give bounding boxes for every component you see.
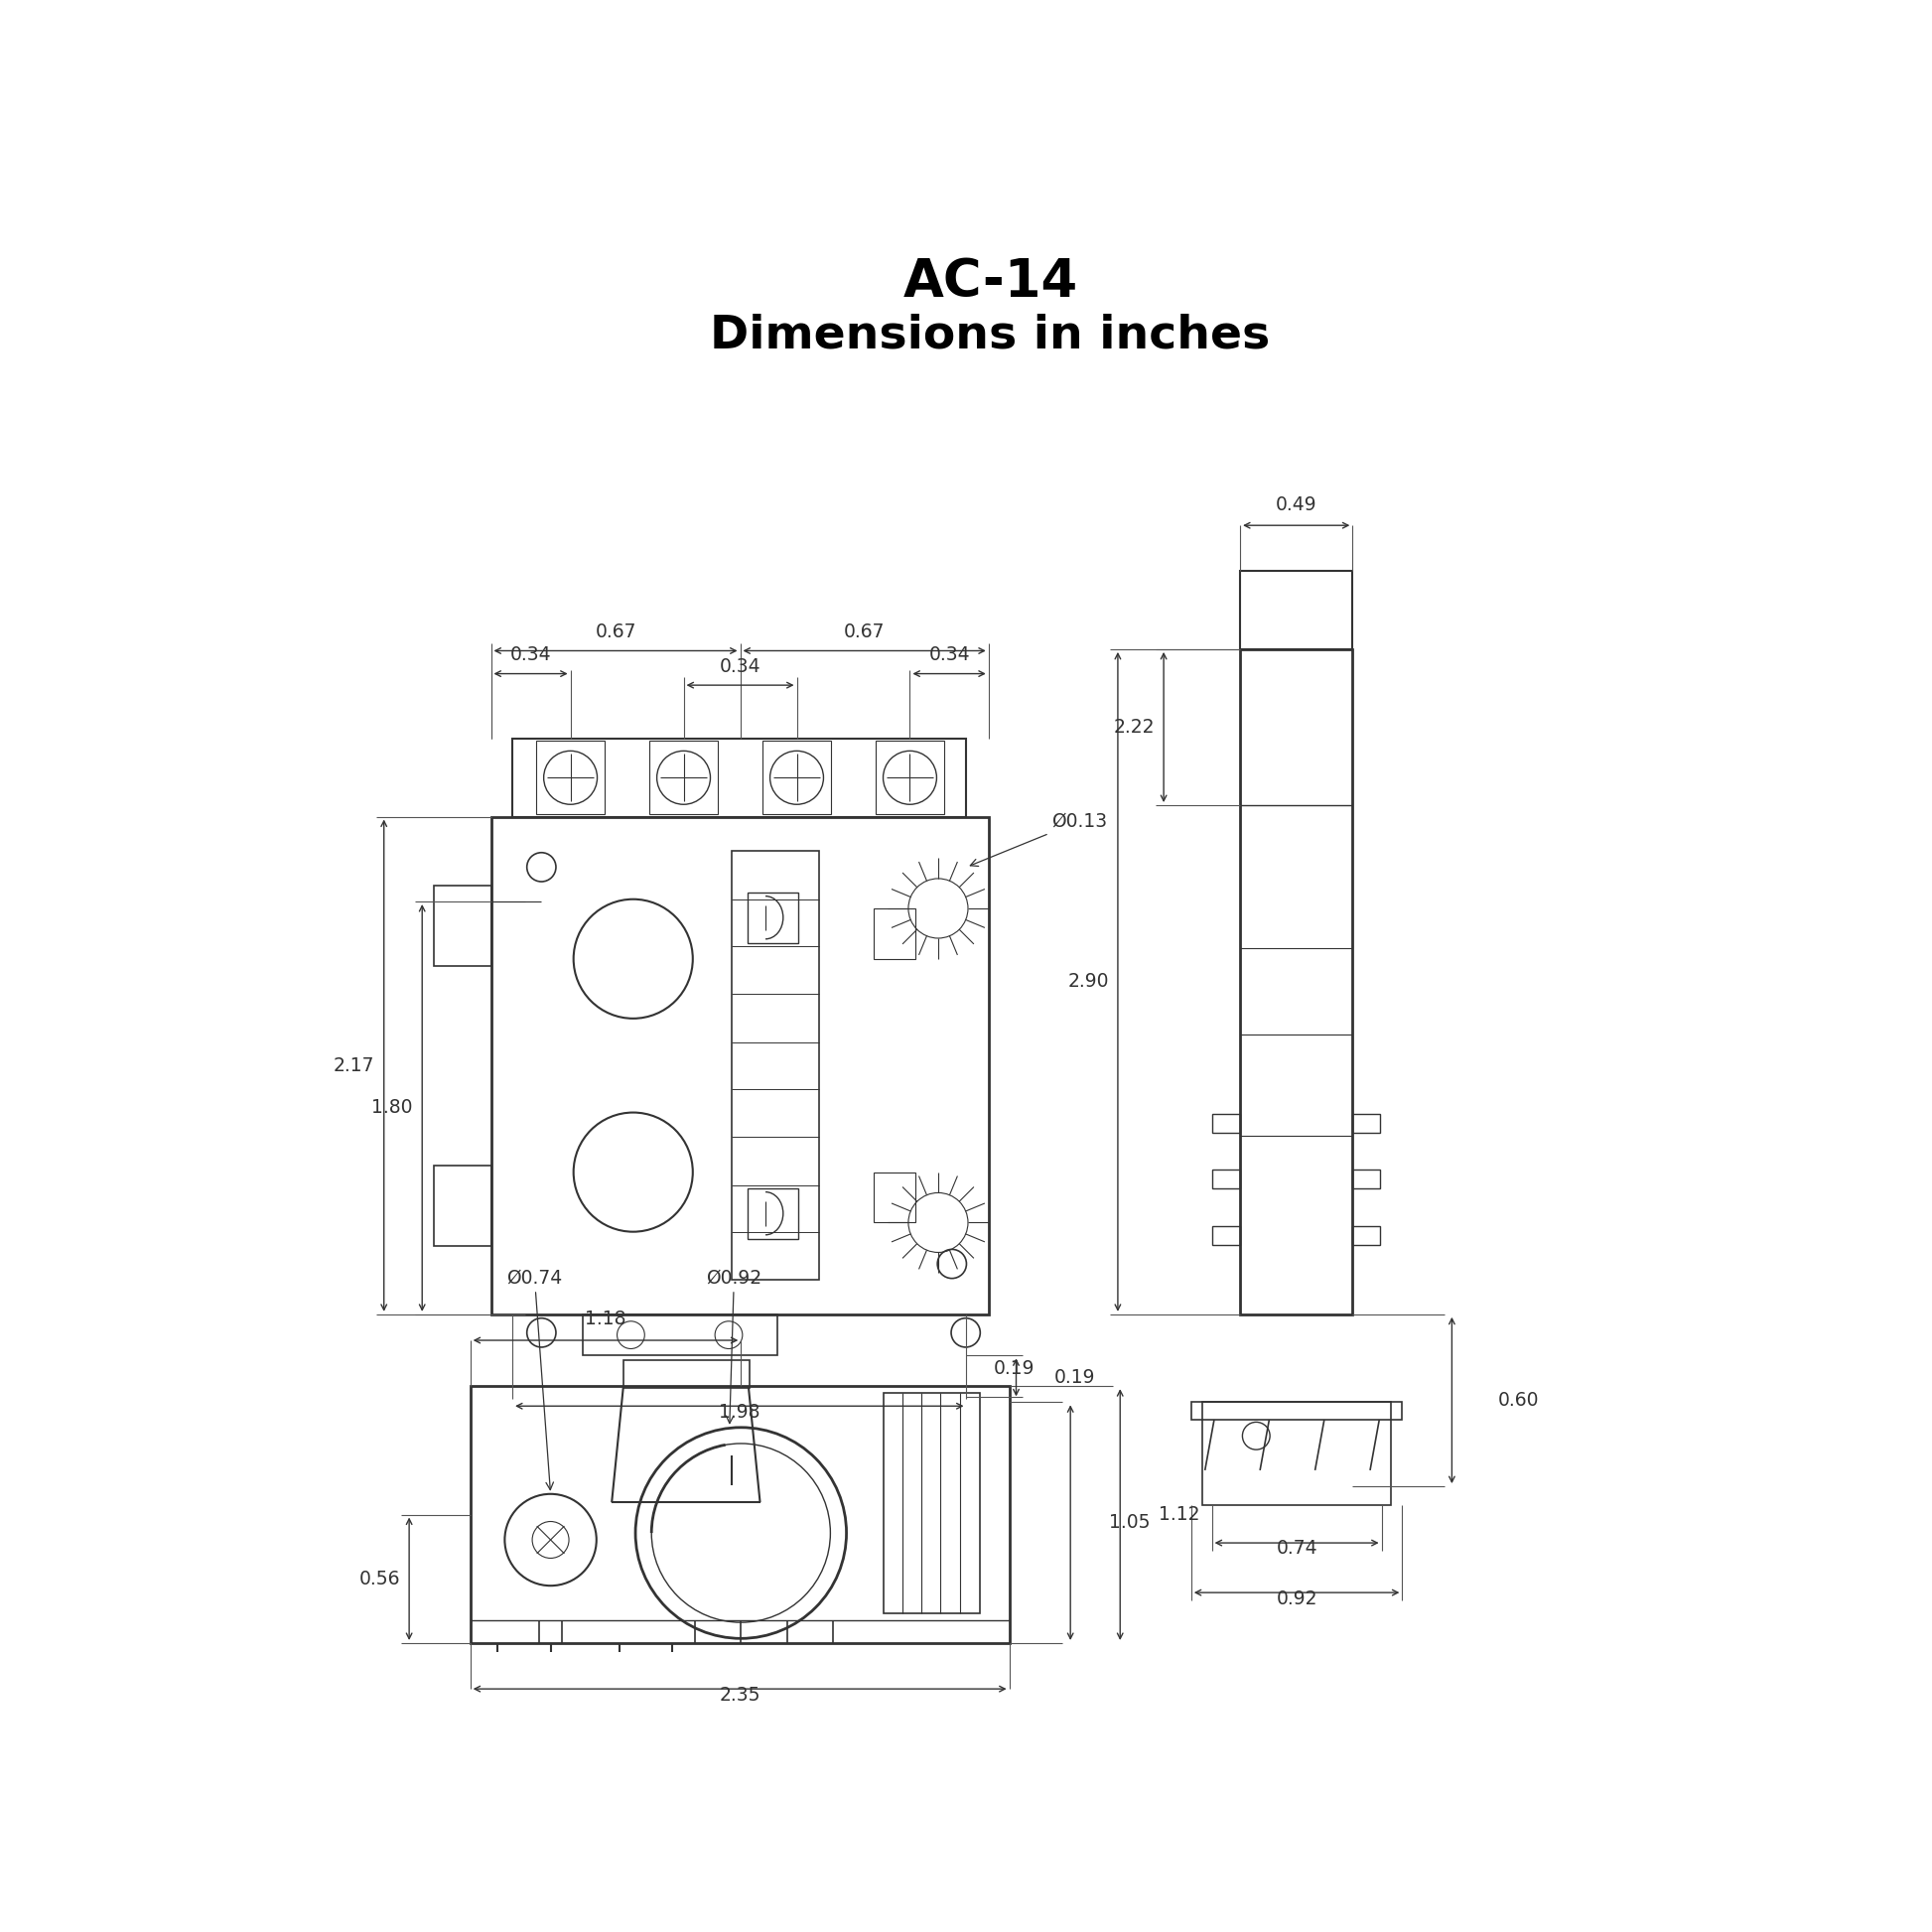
Text: Ø0.13: Ø0.13: [970, 811, 1107, 866]
Bar: [1213, 1227, 1240, 1244]
Bar: [873, 1173, 916, 1223]
Text: Dimensions in inches: Dimensions in inches: [711, 313, 1269, 357]
Bar: [883, 1393, 980, 1613]
Bar: [649, 742, 719, 815]
Bar: [1352, 1171, 1379, 1188]
Bar: [1213, 1115, 1240, 1132]
Bar: [1202, 1401, 1391, 1505]
Bar: [535, 742, 605, 815]
Text: 2.17: 2.17: [334, 1057, 375, 1074]
Bar: [512, 738, 966, 817]
Bar: [748, 1188, 798, 1238]
Text: AC-14: AC-14: [902, 257, 1078, 307]
Bar: [624, 1360, 750, 1387]
Bar: [1240, 649, 1352, 1314]
Bar: [583, 1314, 777, 1356]
Text: 0.34: 0.34: [719, 657, 761, 676]
Text: 0.49: 0.49: [1275, 495, 1318, 514]
Text: Ø0.74: Ø0.74: [506, 1267, 562, 1490]
Bar: [1192, 1401, 1403, 1420]
Bar: [469, 1385, 1009, 1642]
Bar: [433, 1165, 491, 1246]
Bar: [875, 742, 945, 815]
Text: 1.98: 1.98: [719, 1403, 759, 1422]
Bar: [1240, 572, 1352, 649]
Bar: [763, 742, 831, 815]
Text: 0.92: 0.92: [1277, 1588, 1318, 1607]
Bar: [873, 908, 916, 958]
Text: 0.34: 0.34: [929, 645, 970, 665]
Text: 0.74: 0.74: [1275, 1540, 1318, 1559]
Text: Ø0.92: Ø0.92: [707, 1267, 761, 1424]
Text: 0.19: 0.19: [993, 1358, 1034, 1378]
Text: 0.60: 0.60: [1497, 1391, 1540, 1410]
Text: 2.35: 2.35: [719, 1685, 761, 1704]
Bar: [491, 817, 989, 1314]
Text: 0.19: 0.19: [1055, 1368, 1095, 1387]
Text: 0.34: 0.34: [510, 645, 551, 665]
Bar: [1213, 1171, 1240, 1188]
Text: 0.67: 0.67: [595, 622, 636, 641]
Bar: [1352, 1227, 1379, 1244]
Bar: [433, 885, 491, 966]
Bar: [748, 893, 798, 943]
Text: 1.80: 1.80: [371, 1099, 413, 1117]
Text: 1.05: 1.05: [1109, 1513, 1150, 1532]
Bar: [1352, 1115, 1379, 1132]
Text: 2.90: 2.90: [1068, 972, 1109, 991]
Text: 1.12: 1.12: [1159, 1505, 1200, 1524]
Text: 0.56: 0.56: [359, 1569, 400, 1588]
Text: 1.18: 1.18: [585, 1310, 626, 1329]
Text: 2.22: 2.22: [1113, 719, 1155, 736]
Bar: [732, 852, 819, 1279]
Text: 0.67: 0.67: [844, 622, 885, 641]
